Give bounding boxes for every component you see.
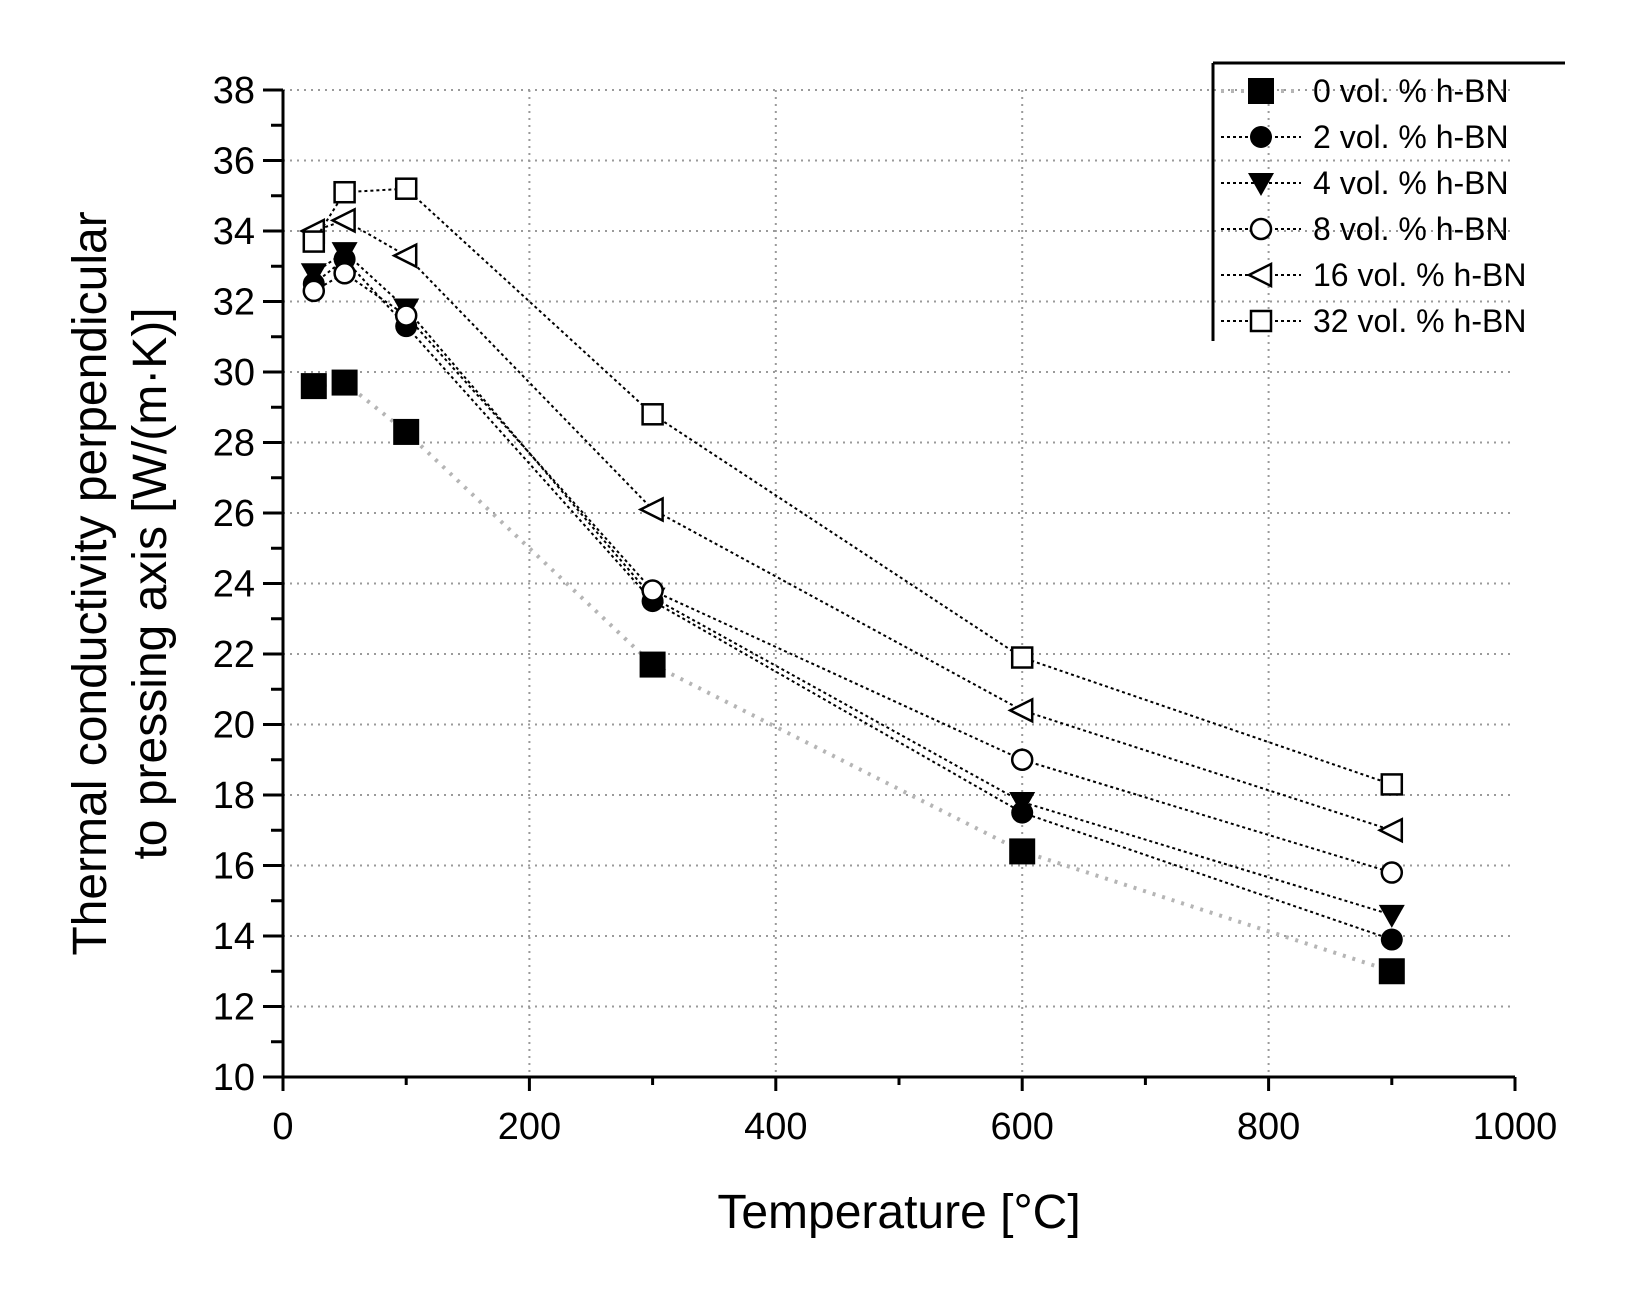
y-tick-label: 14 bbox=[213, 916, 255, 958]
y-tick-label: 30 bbox=[213, 352, 255, 394]
legend-marker bbox=[1249, 309, 1273, 333]
data-point bbox=[331, 369, 358, 396]
legend-label: 4 vol. % h-BN bbox=[1313, 165, 1509, 201]
y-tick-label: 36 bbox=[213, 141, 255, 183]
x-tick-label: 600 bbox=[990, 1106, 1053, 1148]
data-point bbox=[1007, 697, 1034, 724]
data-point bbox=[329, 207, 356, 234]
series-0 bbox=[300, 369, 1405, 985]
data-point bbox=[394, 177, 418, 200]
legend-marker bbox=[1249, 217, 1273, 241]
y-axis-title: Thermal conductivity perpendicular to pr… bbox=[64, 211, 177, 955]
data-point bbox=[641, 579, 664, 602]
legend-marker bbox=[1248, 173, 1274, 196]
series-line bbox=[312, 187, 1393, 786]
x-tick-label: 0 bbox=[272, 1106, 293, 1148]
y-tick-label: 32 bbox=[213, 282, 255, 324]
y-tick-label: 22 bbox=[213, 634, 255, 676]
series-line bbox=[313, 272, 1393, 874]
x-tick-label: 200 bbox=[498, 1106, 561, 1148]
y-tick-label: 10 bbox=[213, 1057, 255, 1099]
data-point bbox=[1009, 792, 1036, 816]
y-axis-title-line-1: Thermal conductivity perpendicular bbox=[64, 211, 117, 955]
legend-label: 32 vol. % h-BN bbox=[1313, 303, 1526, 339]
series-line bbox=[313, 250, 1393, 916]
data-point bbox=[1378, 904, 1405, 928]
y-tick-label: 26 bbox=[213, 493, 255, 535]
x-tick-label: 1000 bbox=[1473, 1106, 1558, 1148]
data-point bbox=[302, 230, 326, 253]
data-point bbox=[1377, 817, 1404, 844]
series-line bbox=[313, 219, 1393, 832]
data-point bbox=[1380, 773, 1404, 796]
data-point bbox=[1378, 958, 1405, 985]
series-layer bbox=[299, 177, 1405, 985]
series-5 bbox=[302, 177, 1404, 796]
x-tick-label: 400 bbox=[744, 1106, 807, 1148]
y-tick-label: 38 bbox=[213, 70, 255, 112]
legend-label: 8 vol. % h-BN bbox=[1313, 211, 1509, 247]
y-tick-label: 20 bbox=[213, 705, 255, 747]
legend: 0 vol. % h-BN 2 vol. % h-BN 4 vol. % h-BN 8… bbox=[1211, 61, 1565, 341]
data-point bbox=[333, 180, 356, 204]
data-point bbox=[393, 418, 420, 445]
y-tick-label: 28 bbox=[213, 423, 255, 465]
series-4 bbox=[299, 207, 1404, 844]
x-axis-title: Temperature [°C] bbox=[717, 1186, 1080, 1239]
series-3 bbox=[302, 262, 1404, 884]
data-point bbox=[1010, 646, 1034, 669]
legend-label: 0 vol. % h-BN bbox=[1313, 73, 1509, 109]
y-tick-label: 18 bbox=[213, 775, 255, 817]
data-point bbox=[333, 262, 356, 285]
y-tick-label: 12 bbox=[213, 987, 255, 1029]
series-line bbox=[313, 257, 1393, 941]
y-tick-label: 16 bbox=[213, 846, 255, 888]
data-point bbox=[639, 651, 666, 678]
y-axis-title-line-2: to pressing axis [W/(m·K)] bbox=[124, 307, 177, 859]
data-point bbox=[300, 373, 327, 400]
y-tick-label: 34 bbox=[213, 211, 255, 253]
tick-layer: 0 200 400 600 800 1000 10 12 14 16 18 20 22 24 26 28 30 3… bbox=[213, 70, 1558, 1148]
legend-label: 2 vol. % h-BN bbox=[1313, 119, 1509, 155]
data-point bbox=[1010, 748, 1034, 771]
series-1 bbox=[302, 248, 1403, 951]
data-point bbox=[1380, 928, 1403, 951]
data-point bbox=[637, 496, 664, 523]
data-point bbox=[331, 242, 358, 266]
data-point bbox=[1380, 861, 1404, 884]
legend-label: 16 vol. % h-BN bbox=[1313, 257, 1526, 293]
grid-layer bbox=[283, 89, 1515, 1077]
legend-marker bbox=[1248, 78, 1274, 104]
x-tick-label: 800 bbox=[1237, 1106, 1300, 1148]
data-point bbox=[300, 263, 327, 287]
data-point bbox=[394, 304, 418, 327]
series-line bbox=[313, 380, 1393, 974]
data-point bbox=[391, 242, 418, 269]
legend-marker bbox=[1250, 126, 1272, 148]
data-point bbox=[1009, 838, 1036, 865]
y-tick-label: 24 bbox=[213, 564, 255, 606]
data-point bbox=[302, 279, 326, 303]
legend-marker bbox=[1246, 261, 1273, 289]
data-point bbox=[641, 403, 664, 426]
